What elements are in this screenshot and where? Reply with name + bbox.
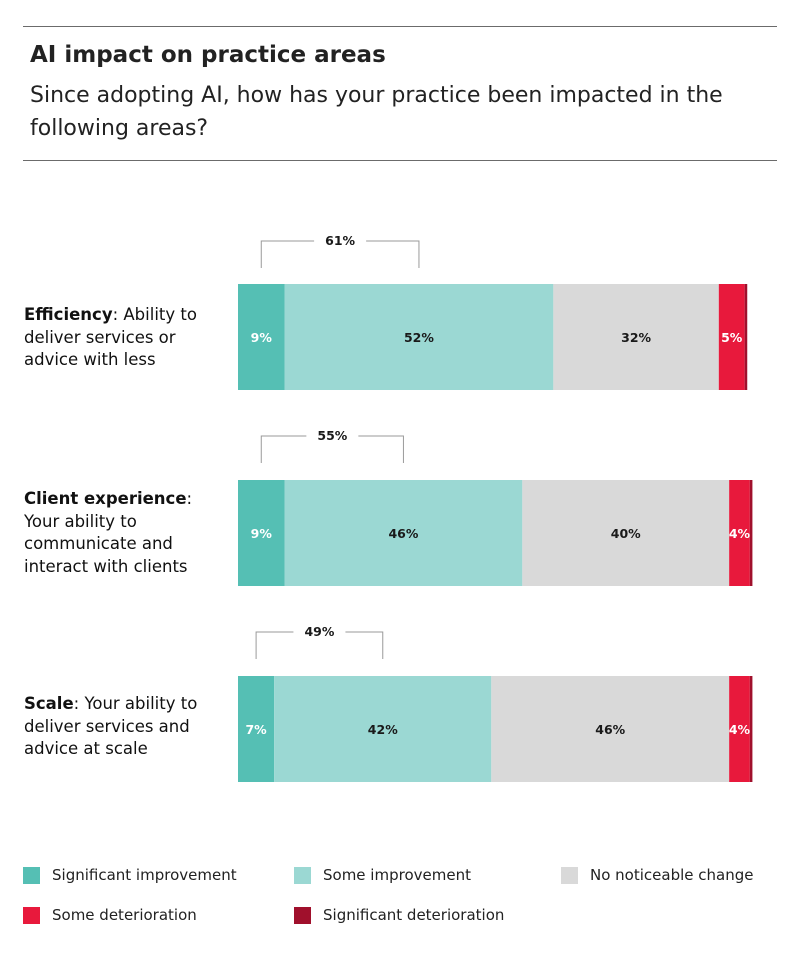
bar-segment-some-deterioration bbox=[729, 480, 750, 586]
data-label: 9% bbox=[251, 330, 273, 345]
bracket-left-line bbox=[255, 631, 294, 659]
bracket-left-line bbox=[260, 435, 307, 463]
header-rule bbox=[23, 160, 777, 161]
bar-segment-no-change bbox=[522, 480, 730, 586]
legend-swatch-icon bbox=[294, 906, 311, 924]
chart-title: AI impact on practice areas bbox=[30, 42, 386, 68]
legend-significant-deterioration: Significant deterioration bbox=[294, 905, 504, 925]
bracket-right-line bbox=[358, 435, 404, 463]
data-label: 4% bbox=[729, 722, 751, 737]
data-label: 32% bbox=[621, 330, 651, 345]
bar-segment-no-change bbox=[553, 284, 719, 390]
improvement-total-label: 61% bbox=[325, 233, 355, 248]
data-label: 9% bbox=[251, 526, 273, 541]
bar-segment-some-improvement bbox=[284, 480, 523, 586]
legend-label: Significant improvement bbox=[52, 866, 237, 884]
legend-label: Significant deterioration bbox=[323, 906, 505, 924]
bracket-right-line bbox=[345, 631, 384, 659]
legend-no-change: No noticeable change bbox=[561, 865, 753, 885]
category-description: : Your ability to deliver services and a… bbox=[24, 694, 198, 758]
data-label: 5% bbox=[721, 330, 743, 345]
category-description: : Your ability to communicate and intera… bbox=[24, 489, 193, 576]
bracket-left-line bbox=[260, 240, 315, 268]
legend-significant-improvement: Significant improvement bbox=[23, 865, 237, 885]
improvement-total-label: 49% bbox=[304, 624, 334, 639]
data-label: 46% bbox=[595, 722, 625, 737]
bar-segment-some-deterioration bbox=[729, 676, 750, 782]
category-label-client-experience: Client experience: Your ability to commu… bbox=[24, 488, 224, 578]
legend-swatch-icon bbox=[23, 866, 40, 884]
top-rule bbox=[23, 26, 777, 27]
category-name: Scale bbox=[24, 694, 74, 713]
bar-segment-significant-deterioration bbox=[744, 284, 748, 390]
bar-segment-some-improvement bbox=[274, 676, 492, 782]
data-label: 46% bbox=[388, 526, 418, 541]
category-description: : Ability to deliver services or advice … bbox=[24, 305, 197, 369]
data-label: 4% bbox=[729, 526, 751, 541]
legend-swatch-icon bbox=[294, 866, 311, 884]
data-label: 52% bbox=[404, 330, 434, 345]
category-name: Client experience bbox=[24, 489, 187, 508]
legend-label: No noticeable change bbox=[590, 866, 754, 884]
legend-swatch-icon bbox=[561, 866, 578, 884]
legend-swatch-icon bbox=[23, 906, 40, 924]
category-name: Efficiency bbox=[24, 305, 113, 324]
data-label: 7% bbox=[245, 722, 267, 737]
data-label: 40% bbox=[611, 526, 641, 541]
bar-segment-significant-improvement bbox=[238, 284, 285, 390]
bar-segment-significant-improvement bbox=[238, 676, 275, 782]
bar-segment-significant-improvement bbox=[238, 480, 285, 586]
bar-segment-some-deterioration bbox=[718, 284, 745, 390]
data-label: 42% bbox=[368, 722, 398, 737]
legend-label: Some improvement bbox=[323, 866, 471, 884]
legend-label: Some deterioration bbox=[52, 906, 197, 924]
bracket-right-line bbox=[366, 240, 420, 268]
bar-segment-some-improvement bbox=[284, 284, 554, 390]
bar-segment-significant-deterioration bbox=[749, 676, 753, 782]
category-label-efficiency: Efficiency: Ability to deliver services … bbox=[24, 304, 224, 372]
legend-some-deterioration: Some deterioration bbox=[23, 905, 197, 925]
chart-subtitle: Since adopting AI, how has your practice… bbox=[30, 83, 723, 141]
category-label-scale: Scale: Your ability to deliver services … bbox=[24, 693, 224, 761]
legend-some-improvement: Some improvement bbox=[294, 865, 471, 885]
bar-segment-significant-deterioration bbox=[749, 480, 753, 586]
bar-segment-no-change bbox=[491, 676, 730, 782]
improvement-total-label: 55% bbox=[317, 428, 347, 443]
